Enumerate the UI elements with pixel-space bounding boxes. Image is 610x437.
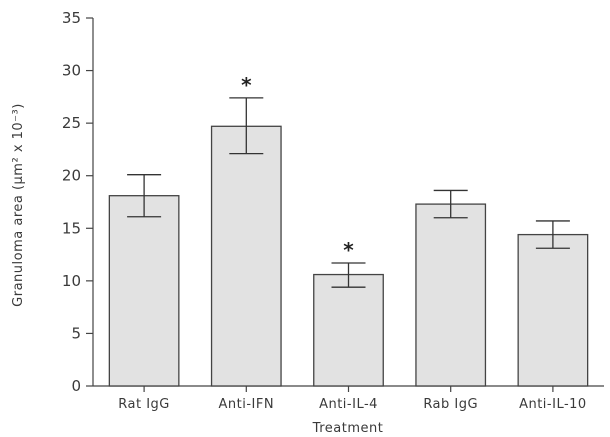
y-axis-title: Granuloma area (μm² x 10⁻³) [11, 103, 26, 307]
y-tick-label: 0 [71, 377, 81, 395]
bar [210, 125, 282, 387]
y-tick-label: 10 [62, 272, 81, 290]
x-tick-label: Rab IgG [423, 397, 478, 412]
error-bars [127, 97, 570, 288]
x-tick-label: Anti-IL-4 [319, 397, 378, 412]
bar [415, 203, 487, 387]
y-tick-label: 35 [62, 9, 81, 27]
bar [108, 195, 180, 387]
bar [313, 273, 384, 387]
labels: 0 5 10 15 20 25 30 35 Rat IgG Anti-IFN * Anti-IL-4 *… [62, 9, 587, 412]
y-tick-label: 30 [62, 62, 81, 80]
x-tick-label: Anti-IL-10 [519, 397, 587, 412]
significance-marker: * [343, 238, 354, 262]
x-tick-label: Rat IgG [118, 397, 170, 412]
y-tick-label: 25 [62, 114, 81, 132]
x-tick-label: Anti-IFN [219, 397, 275, 412]
x-axis-title: Treatment [312, 421, 384, 436]
significance-marker: * [241, 73, 252, 97]
y-tick-label: 15 [62, 219, 81, 237]
bars [108, 125, 589, 387]
bar [517, 233, 589, 387]
y-tick-label: 5 [71, 324, 81, 342]
y-tick-label: 20 [62, 167, 81, 185]
